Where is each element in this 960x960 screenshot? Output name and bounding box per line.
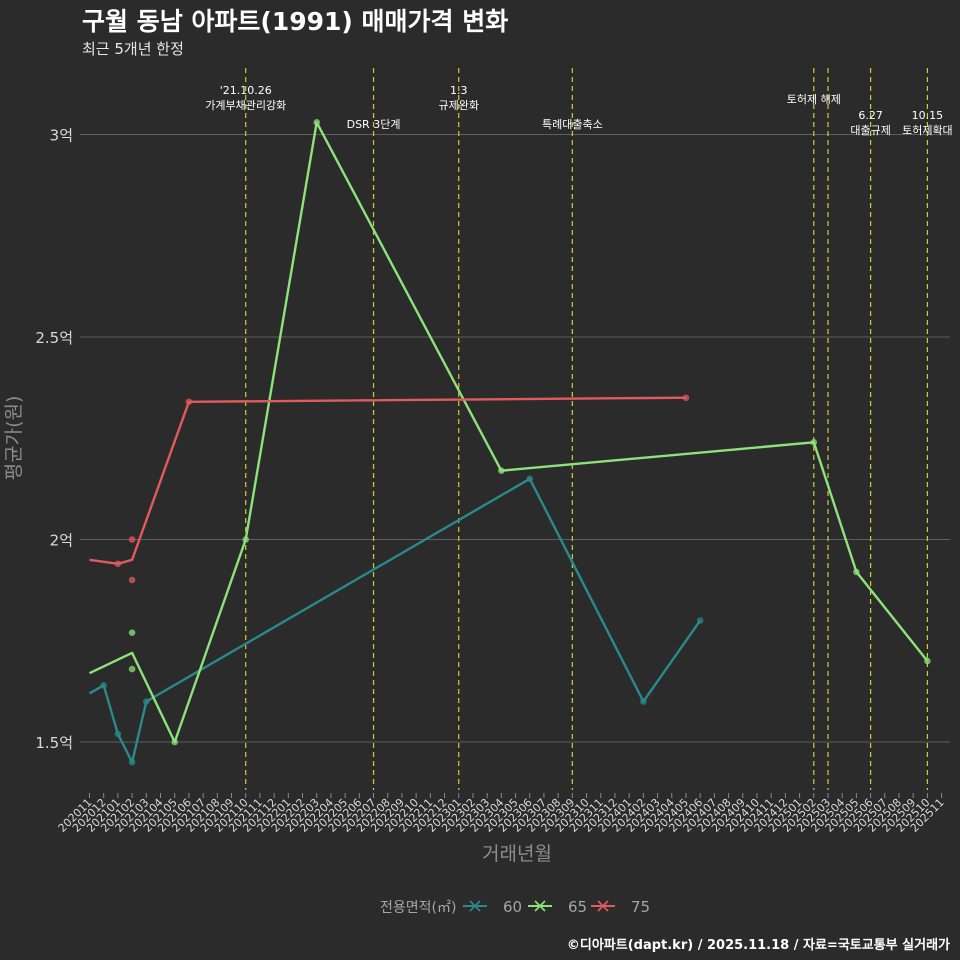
data-point-65 (810, 439, 818, 446)
chart-subtitle: 최근 5개년 한정 (82, 40, 184, 58)
policy-event-label: '21.10.26 (220, 84, 272, 97)
legend-label-60: 60 (503, 898, 522, 916)
policy-event-label: 특례대출축소 (542, 118, 603, 131)
policy-event-label: 6.27 (858, 109, 883, 122)
series-layer (88, 119, 931, 766)
data-point-65 (313, 119, 321, 126)
y-tick-label: 2억 (50, 532, 73, 550)
data-point-60 (143, 698, 150, 705)
data-point-65 (853, 568, 860, 576)
data-point-75 (114, 560, 122, 568)
x-axis-title: 거래년월 (482, 843, 552, 865)
source-caption: ©디아파트(dapt.kr) / 2025.11.18 / 자료=국토교통부 실… (566, 938, 950, 953)
data-point-75 (128, 536, 136, 543)
policy-event-label: 대출규제 (850, 124, 890, 137)
data-point-75 (128, 576, 136, 584)
data-point-65 (128, 665, 136, 673)
policy-event-label: 가계부채관리강화 (205, 99, 286, 112)
data-point-65 (498, 467, 505, 474)
legend: 전용면적(㎡) 60 65 75 (380, 898, 650, 916)
data-point-60 (100, 682, 108, 689)
data-point-60 (696, 617, 704, 624)
legend-label-75: 75 (631, 898, 650, 916)
y-axis-title: 평균가(원) (3, 396, 25, 481)
y-tick-label: 3억 (50, 127, 73, 145)
legend-title: 전용면적(㎡) (380, 900, 456, 916)
policy-event-label: DSR 3단계 (347, 118, 401, 131)
series-line-60 (88, 477, 702, 764)
data-point-75 (185, 398, 193, 406)
legend-label-65: 65 (568, 898, 587, 916)
grid-layer (80, 134, 950, 743)
data-point-75 (682, 394, 690, 402)
legend-key-marker-65 (534, 900, 546, 912)
chart-title: 구월 동남 아파트(1991) 매매가격 변화 (82, 7, 509, 36)
axis-layer: 1.5억2억2.5억3억2020112020122021012021022021… (35, 127, 946, 835)
data-point-60 (128, 758, 136, 766)
policy-event-label: 토허제확대 (902, 124, 953, 137)
series-line-75 (89, 396, 687, 565)
data-point-60 (526, 475, 534, 483)
series-line-65 (88, 121, 929, 744)
legend-key-marker-60 (469, 900, 481, 912)
policy-event-label: 10.15 (912, 109, 944, 122)
policy-event-label: 1.3 (450, 84, 468, 97)
policy-event-label: 토허제 해제 (787, 92, 841, 106)
data-point-60 (114, 730, 122, 738)
data-point-65 (128, 629, 136, 636)
data-point-60 (640, 698, 647, 705)
policy-event-label: 규제완화 (439, 99, 479, 112)
y-tick-label: 1.5억 (35, 734, 73, 752)
data-point-65 (171, 738, 179, 746)
data-point-65 (242, 536, 250, 543)
y-tick-label: 2.5억 (35, 329, 73, 347)
data-point-65 (924, 657, 931, 665)
legend-key-marker-75 (597, 900, 609, 912)
